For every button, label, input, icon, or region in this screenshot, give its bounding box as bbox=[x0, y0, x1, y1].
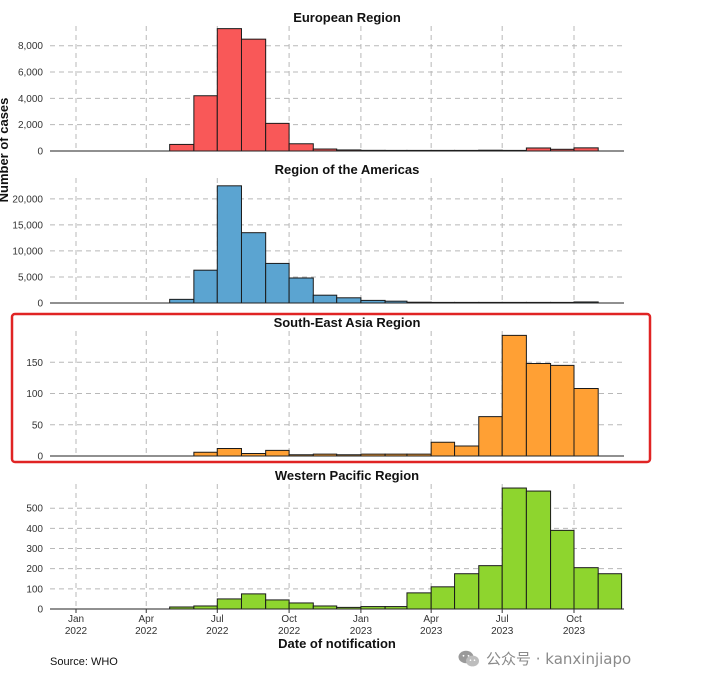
bar bbox=[550, 529, 575, 610]
bar bbox=[525, 363, 552, 457]
panel-title: Region of the Americas bbox=[275, 162, 420, 177]
bar bbox=[193, 95, 218, 152]
bar bbox=[216, 185, 242, 304]
y-tick-label: 8,000 bbox=[18, 41, 43, 52]
bar bbox=[265, 449, 290, 457]
watermark-text: 公众号 · kanxinjiapo bbox=[486, 650, 632, 668]
bar bbox=[193, 269, 218, 304]
bar bbox=[550, 364, 575, 457]
bar bbox=[193, 451, 218, 457]
bar bbox=[240, 593, 267, 610]
y-tick-label: 0 bbox=[37, 452, 43, 463]
bar bbox=[240, 232, 267, 304]
y-tick-label: 500 bbox=[26, 504, 43, 515]
bar bbox=[216, 598, 242, 610]
bar bbox=[288, 602, 314, 610]
y-tick-label: 300 bbox=[26, 544, 43, 555]
bar bbox=[288, 143, 314, 152]
bar bbox=[406, 592, 432, 610]
x-axis-label: Date of notification bbox=[278, 636, 396, 651]
y-tick-label: 4,000 bbox=[18, 94, 43, 105]
x-tick-label-year: 2023 bbox=[350, 626, 373, 637]
x-tick-label-year: 2023 bbox=[491, 626, 514, 637]
x-tick-label-month: Jan bbox=[68, 614, 84, 625]
x-tick-label-year: 2022 bbox=[206, 626, 229, 637]
x-tick-label-month: Apr bbox=[138, 614, 154, 625]
x-tick-label-month: Oct bbox=[281, 614, 297, 625]
panel-south-east-asia-region: South-East Asia Region 0 50 100 150 bbox=[10, 312, 652, 464]
y-tick-label: 0 bbox=[37, 605, 43, 616]
x-tick-label-year: 2023 bbox=[420, 626, 443, 637]
bar bbox=[525, 490, 552, 610]
bar bbox=[478, 416, 503, 457]
y-tick-label: 10,000 bbox=[12, 246, 43, 257]
panel-region-of-the-americas: Region of the Americas 0 5,000 10,000 15,000… bbox=[12, 162, 624, 310]
x-tick-label-month: Jan bbox=[353, 614, 369, 625]
panel-title: European Region bbox=[293, 10, 401, 25]
y-tick-label: 50 bbox=[32, 420, 44, 431]
bar bbox=[478, 565, 503, 610]
bar bbox=[288, 277, 314, 304]
bar bbox=[454, 573, 480, 610]
bar bbox=[573, 567, 599, 610]
bar bbox=[240, 38, 267, 152]
y-tick-label: 15,000 bbox=[12, 220, 43, 231]
bar bbox=[169, 298, 195, 304]
y-tick-label: 150 bbox=[26, 358, 43, 369]
panel-western-pacific-region: Western Pacific Region 0 100 200 300 400 500 bbox=[26, 468, 624, 616]
bar bbox=[336, 297, 362, 304]
watermark: 公众号 · kanxinjiapo bbox=[458, 648, 631, 669]
x-tick-label-year: 2023 bbox=[563, 626, 586, 637]
bar bbox=[597, 573, 623, 610]
y-axis-label: Number of cases bbox=[0, 98, 11, 203]
bar bbox=[501, 487, 527, 610]
bar bbox=[312, 294, 338, 304]
bar bbox=[265, 599, 290, 610]
bar bbox=[430, 441, 456, 457]
y-tick-label: 400 bbox=[26, 524, 43, 535]
bar bbox=[265, 122, 290, 152]
bar bbox=[430, 586, 456, 610]
y-tick-label: 20,000 bbox=[12, 194, 43, 205]
x-tick-label-month: Oct bbox=[566, 614, 582, 625]
bar bbox=[216, 448, 242, 457]
x-tick-label-month: Apr bbox=[423, 614, 439, 625]
bar bbox=[501, 334, 527, 457]
y-tick-label: 200 bbox=[26, 564, 43, 575]
y-tick-label: 2,000 bbox=[18, 120, 43, 131]
bar bbox=[216, 28, 242, 152]
highlight-frame bbox=[10, 312, 652, 464]
x-tick-label-month: Jul bbox=[211, 614, 224, 625]
panel-european-region: European Region 0 2,000 4,000 6,000 8,000 bbox=[18, 10, 624, 158]
y-tick-label: 100 bbox=[26, 389, 43, 400]
source-note: Source: WHO bbox=[50, 656, 118, 668]
x-tick-label-year: 2022 bbox=[135, 626, 158, 637]
y-tick-label: 0 bbox=[37, 147, 43, 158]
bar bbox=[265, 262, 290, 304]
x-tick-label-year: 2022 bbox=[65, 626, 88, 637]
y-tick-label: 6,000 bbox=[18, 68, 43, 79]
x-tick-label-month: Jul bbox=[496, 614, 509, 625]
y-tick-label: 0 bbox=[37, 299, 43, 310]
y-tick-label: 100 bbox=[26, 584, 43, 595]
bar bbox=[454, 445, 480, 457]
y-tick-label: 5,000 bbox=[18, 272, 43, 283]
bar bbox=[573, 388, 599, 457]
x-tick-label-year: 2022 bbox=[278, 626, 301, 637]
panel-title: South-East Asia Region bbox=[274, 315, 421, 330]
bar bbox=[169, 143, 195, 152]
panel-title: Western Pacific Region bbox=[275, 468, 419, 483]
wechat-icon bbox=[458, 650, 479, 666]
